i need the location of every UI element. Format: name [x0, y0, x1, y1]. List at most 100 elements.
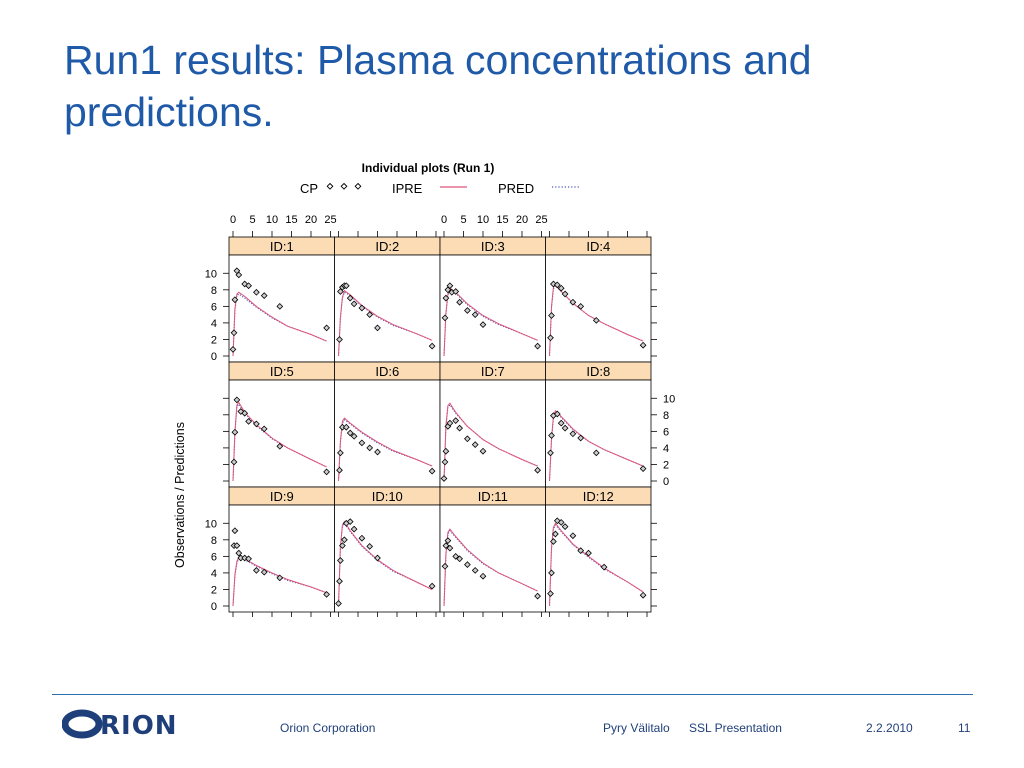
observation-point [276, 442, 284, 450]
observation-point [253, 288, 260, 296]
y-tick-label: 10 [205, 518, 217, 530]
observation-point [323, 468, 330, 476]
panel-strip-label: ID:9 [270, 489, 294, 504]
panel-strip-label: ID:4 [586, 239, 610, 254]
y-tick-label: 4 [211, 318, 217, 330]
observation-point [442, 447, 450, 455]
x-tick-label: 5 [460, 214, 466, 226]
observation-point [577, 303, 585, 310]
observation-point [235, 549, 243, 557]
x-tick-label: 20 [516, 214, 528, 226]
observation-point [569, 298, 577, 306]
observation-point [548, 312, 555, 319]
y-tick-label: 2 [211, 584, 217, 596]
observation-point [471, 311, 479, 318]
observation-point [569, 532, 577, 540]
legend-cp-marker [354, 182, 362, 190]
observation-point [464, 307, 471, 314]
observation-point [374, 324, 381, 332]
footer-divider [52, 694, 973, 695]
y-tick-label: 0 [211, 351, 217, 363]
orion-logo: RION [62, 709, 177, 740]
observation-point [534, 342, 541, 350]
observation-point [323, 324, 330, 332]
observation-point [342, 282, 350, 290]
observation-point [577, 547, 585, 554]
observation-point [358, 304, 366, 312]
ipre-line [232, 401, 327, 482]
x-tick-label: 20 [305, 214, 317, 226]
observation-point [444, 537, 452, 544]
panel-strip-label: ID:11 [478, 489, 508, 504]
observation-point [557, 419, 565, 427]
observation-point [464, 561, 471, 568]
panel-plot-area [439, 254, 546, 363]
observation-point [346, 518, 354, 525]
observation-point [569, 430, 577, 438]
observation-point [452, 417, 460, 424]
observation-point [366, 543, 374, 550]
individual-plots-chart: Individual plots (Run 1) CP IPRE PRED Observ… [173, 161, 675, 617]
observation-point [464, 435, 471, 443]
observation-point [342, 423, 350, 431]
panel-strip-label: ID:5 [270, 364, 294, 379]
observation-point [358, 534, 366, 542]
panel-plot-area [545, 379, 652, 488]
observation-point [253, 567, 260, 574]
footer-event: SSL Presentation [689, 721, 782, 735]
y-tick-label: 10 [663, 393, 675, 405]
y-tick-label: 6 [211, 551, 217, 563]
observation-point [374, 554, 381, 562]
observation-point [428, 467, 436, 475]
legend-cp-marker [340, 182, 348, 190]
legend-cp-marker [326, 182, 334, 190]
observation-point [440, 475, 448, 482]
x-tick-label: 25 [324, 214, 336, 226]
observation-point [276, 574, 284, 582]
observation-point [452, 288, 460, 295]
observation-point [592, 317, 600, 324]
observation-point [600, 563, 608, 571]
observation-point [276, 303, 284, 310]
observation-point [547, 449, 554, 457]
observation-point [639, 591, 647, 599]
observation-point [471, 441, 479, 448]
legend-label-cp: CP [300, 181, 318, 196]
observation-point [550, 538, 557, 545]
observation-point [241, 409, 249, 417]
observation-point [358, 439, 366, 447]
observation-point [446, 419, 454, 427]
observation-point [441, 314, 449, 322]
observation-point [428, 342, 436, 350]
observation-point [428, 582, 436, 590]
observation-point [245, 555, 252, 563]
observation-point [260, 425, 268, 433]
y-tick-label: 0 [211, 601, 217, 613]
observation-point [230, 458, 238, 466]
observation-point [233, 542, 241, 549]
ipre-line [338, 520, 433, 607]
panel-strip-label: ID:1 [270, 239, 294, 254]
observation-point [553, 281, 561, 289]
observation-point [552, 530, 559, 538]
x-tick-label: 0 [230, 214, 236, 226]
observation-point [557, 284, 565, 292]
observation-point [553, 517, 561, 525]
x-tick-label: 25 [535, 214, 547, 226]
y-tick-label: 0 [663, 476, 669, 488]
observation-point [456, 555, 463, 563]
observation-point [561, 523, 569, 530]
chart-title: Individual plots (Run 1) [362, 161, 495, 175]
observation-point [241, 554, 249, 562]
observation-point [557, 519, 565, 526]
y-tick-label: 6 [663, 426, 669, 438]
observation-point [577, 434, 585, 442]
y-tick-label: 4 [663, 443, 669, 455]
y-tick-label: 8 [663, 410, 669, 422]
observation-point [336, 466, 343, 474]
footer-author: Pyry Välitalo [603, 721, 670, 735]
observation-point [337, 557, 344, 564]
ipre-line [443, 528, 538, 607]
y-axis-label: Observations / Predictions [173, 422, 187, 568]
ipre-line [549, 409, 644, 482]
